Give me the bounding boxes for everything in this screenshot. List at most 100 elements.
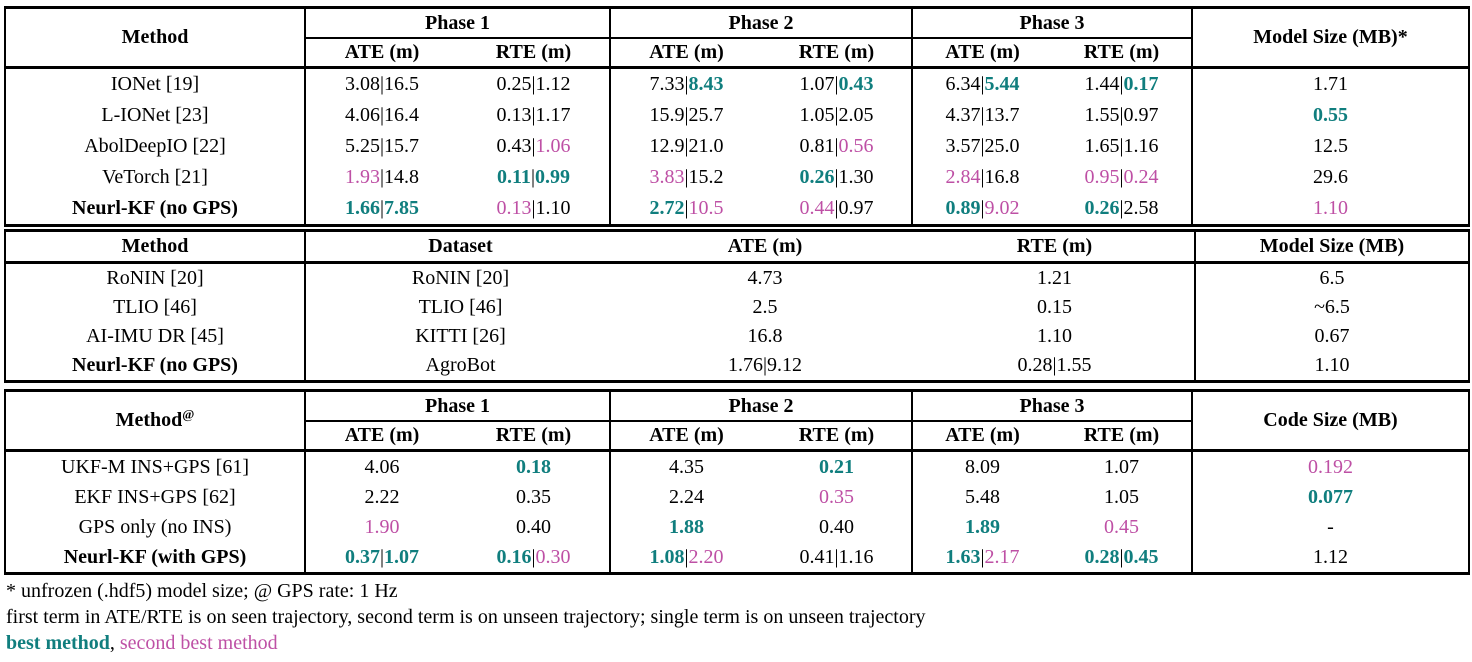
metric-value: 0.11 [497,166,531,188]
data-cell: 1.12 [1192,542,1469,574]
metric-value: 1.12 [1313,545,1348,568]
data-cell: 8.09 [912,451,1052,483]
data-cell: 1.65|1.16 [1052,131,1193,162]
metric-value: 0.192 [1308,455,1353,478]
data-cell: 0.43|1.06 [458,131,611,162]
metric-value: 29.6 [1313,166,1348,188]
method-cell: TLIO [46] [5,293,306,322]
metric-value: 4.06 [364,455,400,478]
column-header: Dataset [305,230,615,264]
data-cell: 29.6 [1192,162,1469,193]
metric-value: 0.45 [1104,515,1139,538]
table-row: IONet [19] 3.08|16.5 0.25|1.12 7.33|8.43 1.0… [5,67,1469,101]
metric-value: 0.30 [535,545,571,568]
data-cell: 1.10 [915,322,1195,351]
data-cell: 4.37|13.7 [912,100,1052,131]
metric-value: 2.72 [649,197,685,219]
metric-value: 0.97 [838,197,874,219]
phase-header: Phase 1 [305,7,611,39]
metric-value: 1.30 [838,166,874,188]
metric-value: 3.57 [945,135,981,157]
data-cell: 1.08|2.20 [610,542,762,574]
metric-value: 1.06 [535,135,571,157]
metric-value: 1.17 [535,104,571,126]
metric-header: ATE (m) [610,421,762,452]
metric-header: ATE (m) [610,38,762,69]
data-cell: 0.55 [1192,100,1469,131]
method-header-superscript: @ [182,406,195,422]
data-cell: 2.84|16.8 [912,162,1052,193]
data-cell: 4.73 [615,263,915,294]
metric-value: 15.9 [649,104,685,126]
metric-value: 1.16 [838,545,874,568]
data-cell: 0.21 [762,450,913,482]
metric-value: 0.28 [1017,354,1053,376]
metric-value: 0.41 [799,545,835,568]
data-cell: 5.25|15.7 [305,131,458,162]
pipe-separator: | [684,135,689,157]
metric-value: 0.43 [838,73,874,95]
metric-value: 1.07 [384,545,419,568]
data-cell: 2.72|10.5 [610,193,762,226]
data-cell: 2.5 [615,293,915,322]
metric-header: RTE (m) [762,38,913,69]
pipe-separator: | [1119,166,1124,188]
data-cell: 0.26|2.58 [1052,193,1193,226]
metric-value: 0.35 [819,485,854,508]
phase-header: Phase 3 [912,7,1193,39]
metric-value: 16.8 [984,166,1020,188]
data-cell: 0.192 [1192,451,1469,483]
data-cell: 0.25|1.12 [458,67,611,100]
data-cell: 0.89|9.02 [912,193,1052,226]
metric-value: 1.21 [1037,267,1072,289]
data-cell: 0.35 [458,482,611,512]
data-cell: 0.95|0.24 [1052,162,1193,193]
metric-value: 6.5 [1319,267,1345,289]
data-cell: 12.9|21.0 [610,131,762,162]
method-cell: Neurl-KF (no GPS) [5,193,306,226]
data-cell: 6.34|5.44 [912,68,1052,101]
pipe-separator: | [762,354,767,376]
metric-value: 1.93 [344,166,380,188]
data-cell: 0.45 [1052,512,1193,542]
metric-value: 1.07 [799,73,835,95]
pipe-separator: | [379,73,384,95]
data-cell: 0.28|1.55 [915,351,1195,382]
method-cell: AbolDeepIO [22] [5,131,306,162]
pipe-separator: | [980,545,985,568]
metric-value: 0.35 [516,485,551,508]
pipe-separator: | [684,73,689,95]
pipe-separator: | [379,135,384,157]
pipe-separator: | [531,197,536,219]
metric-value: 16.4 [384,104,419,126]
metric-value: 7.33 [649,73,685,95]
metric-header: RTE (m) [458,421,611,452]
metric-value: 0.97 [1123,104,1159,126]
metric-value: 1.10 [1037,325,1072,347]
pipe-separator: | [1119,135,1124,157]
pipe-separator: | [379,197,384,219]
metric-value: 1.90 [364,515,400,538]
metric-value: 13.7 [984,104,1020,126]
metric-value: 1.65 [1084,135,1120,157]
metric-value: 6.34 [945,73,981,95]
data-cell: 0.28|0.45 [1052,542,1193,574]
pipe-separator: | [1119,545,1124,568]
metric-value: 0.077 [1308,485,1353,508]
pipe-separator: | [684,545,689,568]
table-imu-methods-phases: Method Phase 1 Phase 2 Phase 3 Model Size (M… [4,6,1470,227]
metric-value: 0.17 [1123,73,1159,95]
column-header: RTE (m) [915,230,1195,264]
table-row: Neurl-KF (with GPS) 0.37|1.07 0.16|0.30 1.0… [5,542,1469,574]
data-cell: 0.077 [1192,482,1469,512]
table-row: EKF INS+GPS [62] 2.22 0.35 2.24 0.35 5.48 1.05… [5,482,1469,512]
method-cell: L-IONet [23] [5,100,306,131]
metric-value: 7.85 [384,197,419,219]
metric-value: 0.28 [1084,545,1120,568]
metric-value: 1.44 [1084,73,1120,95]
pipe-separator: | [1119,104,1124,126]
method-cell: GPS only (no INS) [5,512,306,542]
pipe-separator: | [684,104,689,126]
table-body: RoNIN [20] RoNIN [20] 4.73 1.21 6.5 TLIO [46]… [5,262,1469,382]
